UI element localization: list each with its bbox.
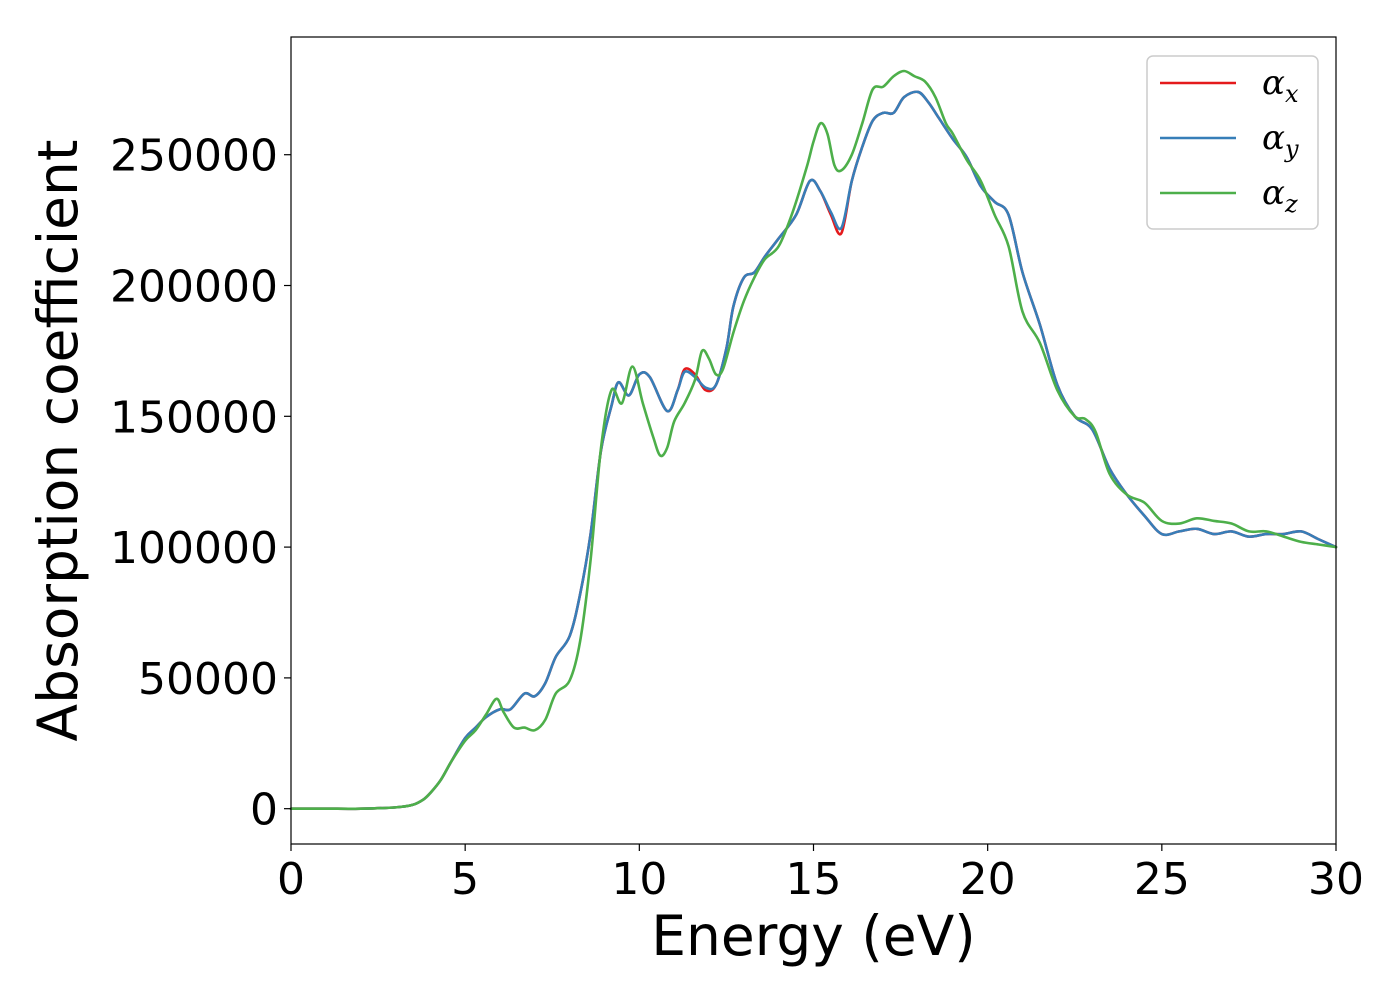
- x-axis-label: Energy (eV): [651, 904, 975, 968]
- y-axis-label: Absorption coefficient: [26, 140, 90, 742]
- y-tick-label: 200000: [110, 262, 278, 313]
- x-ticks: 0 5 10 15 20 25 30: [277, 844, 1364, 905]
- x-tick-label: 5: [451, 854, 479, 905]
- y-tick-label: 0: [250, 785, 278, 836]
- y-tick-label: 250000: [110, 131, 278, 182]
- x-tick-label: 0: [277, 854, 305, 905]
- x-tick-label: 25: [1134, 854, 1190, 905]
- series-line-y: [289, 90, 1338, 811]
- y-tick-label: 50000: [138, 654, 278, 705]
- legend-box: [1146, 55, 1319, 230]
- y-ticks: 0 50000 100000 150000 200000 250000: [110, 131, 291, 836]
- y-tick-label: 100000: [110, 523, 278, 574]
- x-tick-label: 30: [1308, 854, 1364, 905]
- x-tick-label: 15: [786, 854, 842, 905]
- x-tick-label: 10: [611, 854, 667, 905]
- x-tick-label: 20: [960, 854, 1016, 905]
- y-tick-label: 150000: [110, 392, 278, 443]
- series-line-z: [289, 69, 1338, 811]
- series-layer: [289, 69, 1338, 811]
